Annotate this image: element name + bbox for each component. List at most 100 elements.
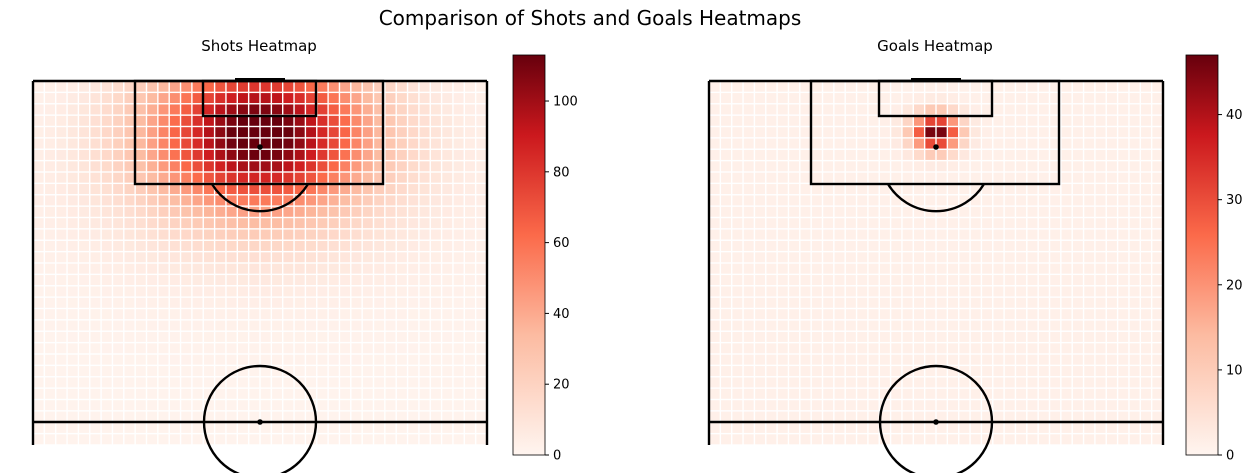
heatmap-cell <box>993 286 1004 297</box>
heatmap-cell <box>766 127 777 138</box>
heatmap-cell <box>317 366 328 377</box>
heatmap-cell <box>238 297 248 308</box>
heatmap-cell <box>857 240 868 251</box>
heatmap-cell <box>1050 218 1061 229</box>
heatmap-cell <box>857 138 868 149</box>
heatmap-cell <box>33 388 44 399</box>
heatmap-cell <box>362 184 373 195</box>
heatmap-cell <box>811 104 822 115</box>
heatmap-cell <box>294 309 305 320</box>
heatmap-cell <box>1027 149 1038 160</box>
heatmap-cell <box>936 138 947 149</box>
heatmap-cell <box>811 127 822 138</box>
heatmap-cell <box>67 286 78 297</box>
heatmap-cell <box>925 115 936 126</box>
heatmap-cell <box>732 127 743 138</box>
heatmap-cell <box>1038 195 1049 206</box>
heatmap-cell <box>1004 115 1015 126</box>
heatmap-cell <box>79 138 90 149</box>
heatmap-cell <box>135 320 146 331</box>
heatmap-cell <box>430 115 441 126</box>
heatmap-cell <box>789 252 800 263</box>
heatmap-cell <box>1061 81 1072 92</box>
heatmap-cell <box>845 320 856 331</box>
heatmap-cell <box>101 286 112 297</box>
heatmap-cell <box>1084 366 1095 377</box>
heatmap-cell <box>317 343 328 354</box>
heatmap-cell <box>226 354 237 365</box>
heatmap-cell <box>936 93 947 104</box>
heatmap-cell <box>79 149 90 160</box>
heatmap-cell <box>834 434 845 445</box>
heatmap-cell <box>272 184 282 195</box>
heatmap-cell <box>1050 263 1061 274</box>
heatmap-cell <box>79 400 90 411</box>
heatmap-cell <box>766 388 777 399</box>
heatmap-cell <box>1084 127 1095 138</box>
heatmap-cell <box>260 400 271 411</box>
heatmap-cell <box>1106 366 1117 377</box>
heatmap-cell <box>1004 422 1015 433</box>
heatmap-cell <box>1050 297 1061 308</box>
heatmap-cell <box>811 81 822 92</box>
heatmap-cell <box>925 184 936 195</box>
heatmap-cell <box>67 354 78 365</box>
heatmap-cell <box>419 93 430 104</box>
heatmap-cell <box>328 366 339 377</box>
heatmap-cell <box>79 218 90 229</box>
heatmap-cell <box>135 388 146 399</box>
heatmap-cell <box>67 309 78 320</box>
heatmap-cell <box>294 240 305 251</box>
heatmap-cell <box>1152 411 1163 422</box>
heatmap-cell <box>811 377 822 388</box>
heatmap-cell <box>408 434 419 445</box>
heatmap-cell <box>419 377 430 388</box>
heatmap-cell <box>1072 115 1083 126</box>
heatmap-cell <box>721 149 731 160</box>
heatmap-cell <box>982 138 993 149</box>
heatmap-cell <box>1141 263 1151 274</box>
heatmap-cell <box>101 138 112 149</box>
heatmap-cell <box>79 104 90 115</box>
heatmap-cell <box>743 400 754 411</box>
heatmap-cell <box>192 115 203 126</box>
heatmap-cell <box>732 149 743 160</box>
heatmap-cell <box>1038 229 1049 240</box>
heatmap-cell <box>67 218 78 229</box>
heatmap-cell <box>823 422 834 433</box>
heatmap-cell <box>56 366 67 377</box>
heatmap-cell <box>306 240 317 251</box>
heatmap-cell <box>113 104 124 115</box>
heatmap-cell <box>1095 366 1106 377</box>
heatmap-cell <box>1118 411 1129 422</box>
heatmap-cell <box>45 434 55 445</box>
heatmap-cell <box>868 275 879 286</box>
heatmap-cell <box>1016 343 1027 354</box>
heatmap-cell <box>766 172 777 183</box>
heatmap-cell <box>1072 275 1083 286</box>
heatmap-cell <box>362 206 373 217</box>
heatmap-cell <box>351 172 362 183</box>
heatmap-cell <box>811 297 822 308</box>
heatmap-cell <box>1106 320 1117 331</box>
heatmap-cell <box>811 184 822 195</box>
heatmap-cell <box>970 275 981 286</box>
heatmap-cell <box>283 252 294 263</box>
heatmap-cell <box>374 388 385 399</box>
heatmap-cell <box>925 320 936 331</box>
heatmap-cell <box>1141 320 1151 331</box>
heatmap-cell <box>283 184 294 195</box>
heatmap-cell <box>1027 81 1038 92</box>
heatmap-cell <box>902 172 913 183</box>
heatmap-cell <box>755 240 766 251</box>
heatmap-cell <box>158 377 169 388</box>
heatmap-cell <box>766 104 777 115</box>
heatmap-cell <box>1027 104 1038 115</box>
heatmap-cell <box>1016 195 1027 206</box>
heatmap-cell <box>709 229 720 240</box>
heatmap-cell <box>709 286 720 297</box>
heatmap-cell <box>408 138 419 149</box>
heatmap-cell <box>732 434 743 445</box>
heatmap-cell <box>1004 252 1015 263</box>
heatmap-cell <box>385 286 396 297</box>
